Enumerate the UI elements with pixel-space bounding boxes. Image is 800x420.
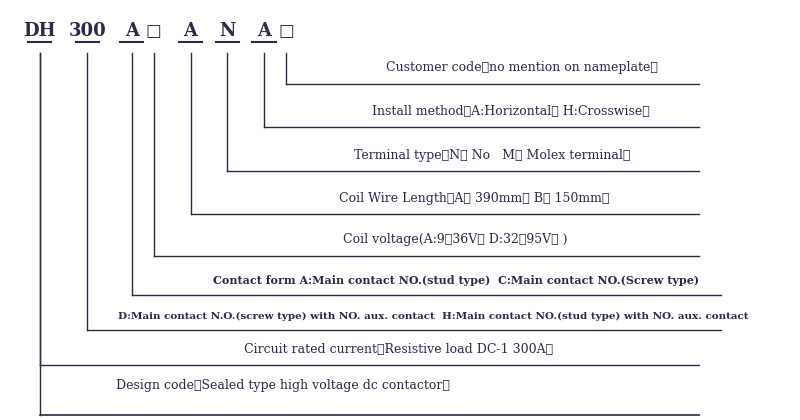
Text: DH: DH bbox=[23, 22, 56, 40]
Text: Coil Wire Length（A： 390mm； B： 150mm）: Coil Wire Length（A： 390mm； B： 150mm） bbox=[339, 192, 610, 205]
Text: 300: 300 bbox=[69, 22, 106, 40]
Text: □: □ bbox=[278, 23, 294, 40]
Text: Customer code（no mention on nameplate）: Customer code（no mention on nameplate） bbox=[386, 61, 658, 74]
Text: Design code（Sealed type high voltage dc contactor）: Design code（Sealed type high voltage dc … bbox=[116, 378, 450, 391]
Text: A: A bbox=[258, 22, 271, 40]
Text: A: A bbox=[125, 22, 138, 40]
Text: D:Main contact N.O.(screw type) with NO. aux. contact  H:Main contact NO.(stud t: D:Main contact N.O.(screw type) with NO.… bbox=[118, 312, 749, 321]
Text: Circuit rated current（Resistive load DC-1 300A）: Circuit rated current（Resistive load DC-… bbox=[244, 343, 554, 356]
Text: Coil voltage(A:9～36V； D:32～95V； ): Coil voltage(A:9～36V； D:32～95V； ) bbox=[343, 234, 568, 247]
Text: □: □ bbox=[146, 23, 162, 40]
Text: Install method（A:Horizontal； H:Crosswise）: Install method（A:Horizontal； H:Crosswise… bbox=[372, 105, 650, 118]
Text: Contact form A:Main contact NO.(stud type)  C:Main contact NO.(Screw type): Contact form A:Main contact NO.(stud typ… bbox=[213, 275, 698, 286]
Text: A: A bbox=[183, 22, 198, 40]
Text: N: N bbox=[219, 22, 236, 40]
Text: Terminal type（N： No   M： Molex terminal）: Terminal type（N： No M： Molex terminal） bbox=[354, 149, 630, 162]
